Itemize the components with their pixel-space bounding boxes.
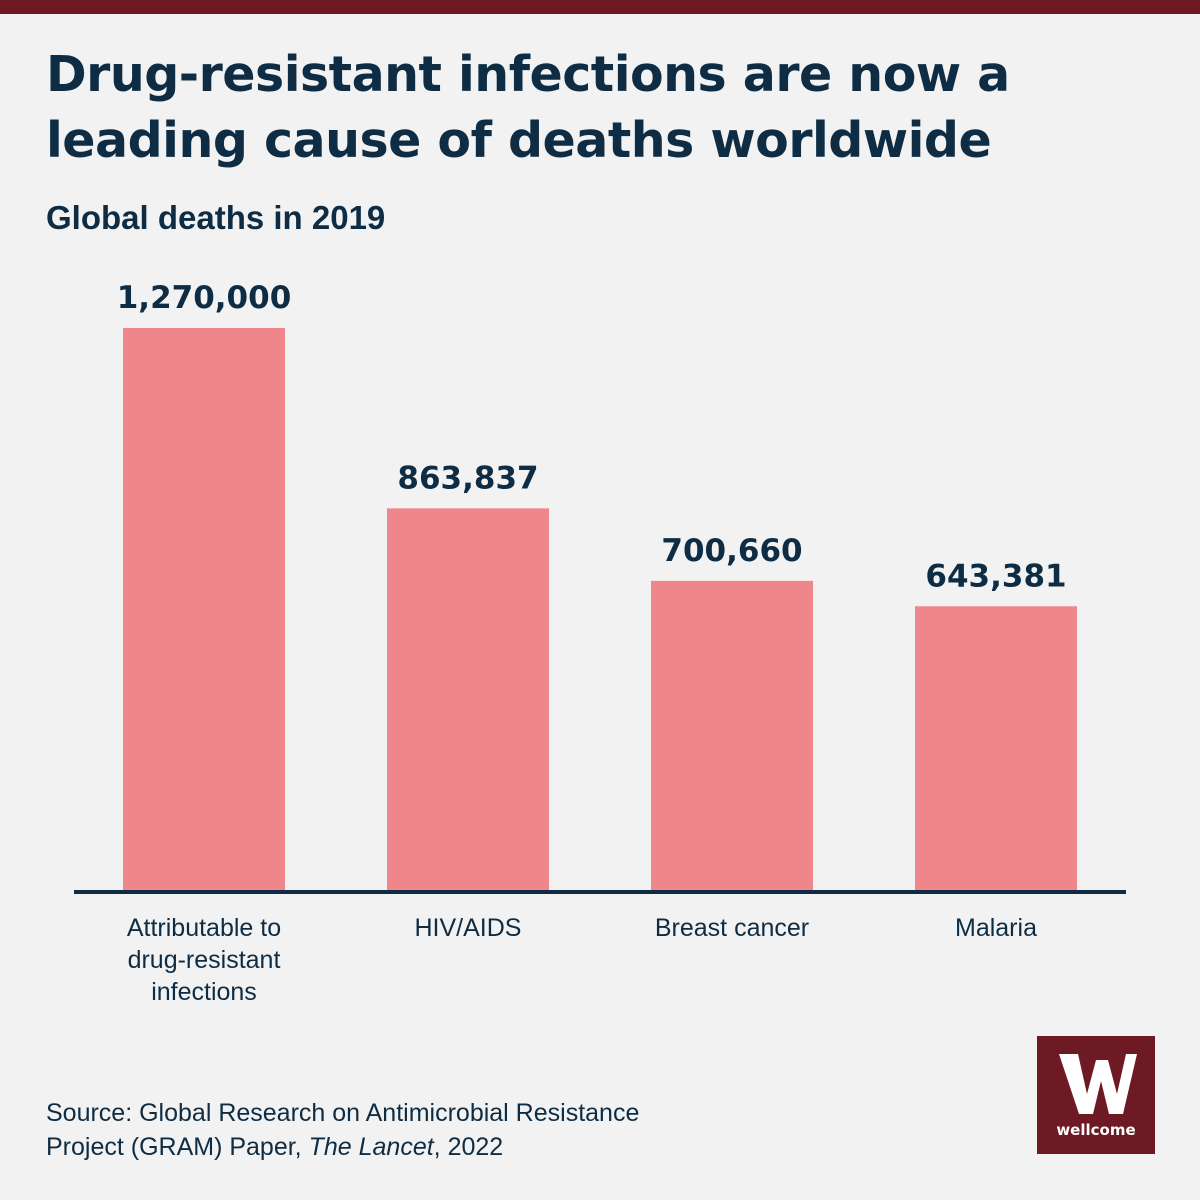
bar-value-label: 1,270,000 [117, 280, 292, 316]
x-axis-category-label: Malaria [955, 914, 1037, 942]
source-journal: The Lancet [308, 1133, 434, 1161]
source-note: Source: Global Research on Antimicrobial… [46, 1096, 639, 1164]
wellcome-w-logo-icon [1059, 1054, 1137, 1114]
x-axis-category-label: Attributable to drug-resistant infections [126, 914, 282, 1006]
logo-wordmark: wellcome [1056, 1121, 1136, 1139]
top-brand-bar [0, 0, 1200, 14]
bar [915, 606, 1077, 892]
bar [387, 508, 549, 892]
source-line-2-suffix: , 2022 [433, 1133, 504, 1161]
x-axis-category-label: Breast cancer [654, 914, 810, 942]
chart-subtitle: Global deaths in 2019 [46, 199, 386, 236]
bar-value-label: 643,381 [925, 558, 1066, 594]
source-line-1: Source: Global Research on Antimicrobial… [46, 1099, 640, 1127]
source-line-2-prefix: Project (GRAM) Paper, [46, 1133, 309, 1161]
x-axis-category-label: HIV/AIDS [414, 914, 522, 942]
bar-value-label: 863,837 [397, 460, 538, 496]
bar [123, 328, 285, 892]
wellcome-logo: wellcome [1037, 1036, 1155, 1154]
bar [651, 580, 813, 892]
chart-title: Drug-resistant infections are now a lead… [46, 46, 1010, 169]
bar-value-label: 700,660 [661, 533, 802, 569]
